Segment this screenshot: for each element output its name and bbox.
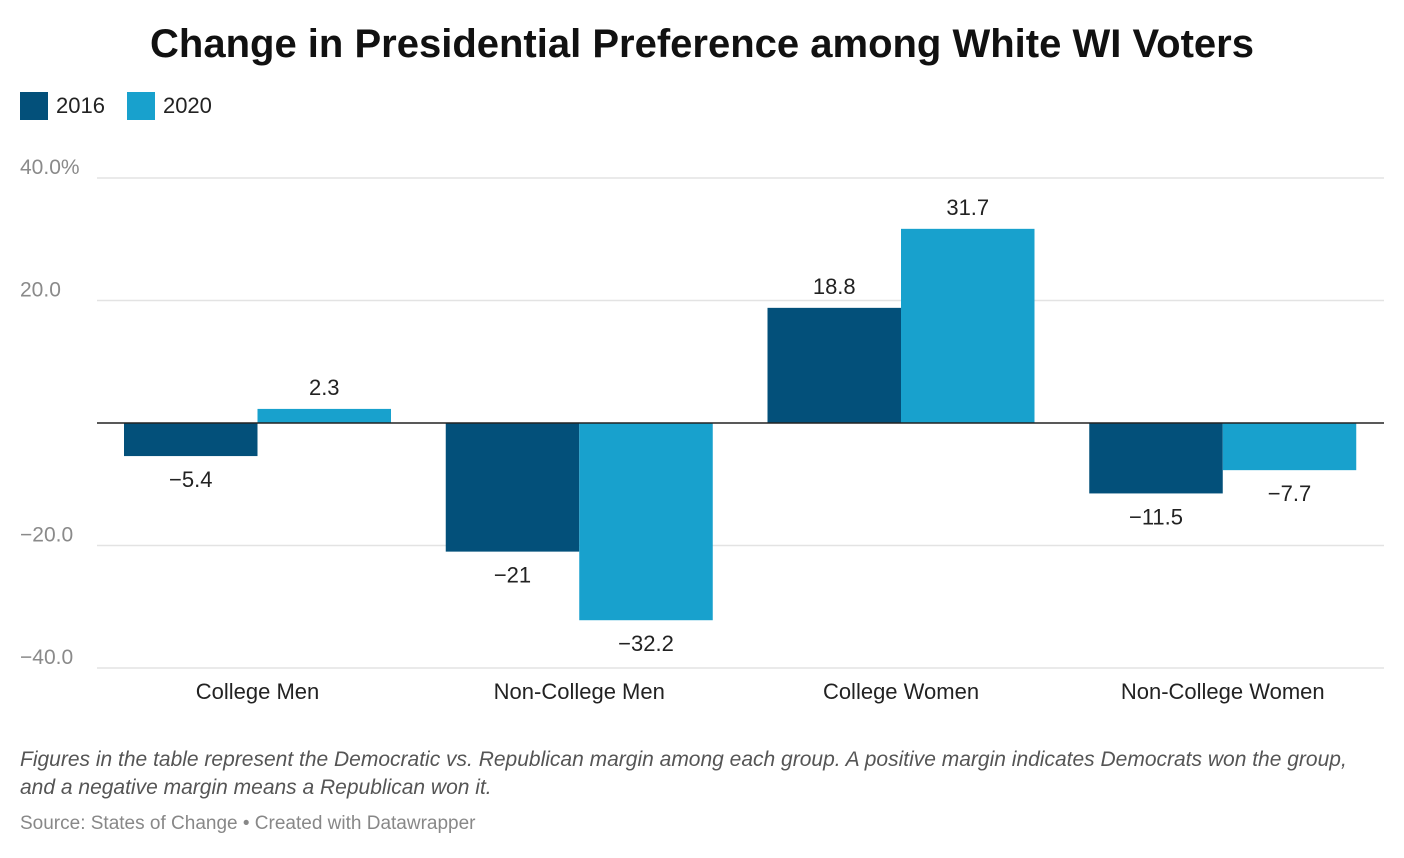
x-tick-label: Non-College Women: [1121, 679, 1325, 704]
legend-item-2016: 2016: [20, 92, 105, 120]
bar-2020: [1222, 423, 1357, 471]
chart-source: Source: States of Change • Created with …: [20, 813, 476, 834]
bar-2016: [445, 423, 580, 552]
legend: 2016 2020: [20, 92, 234, 120]
y-tick-label: −40.0: [20, 646, 73, 669]
data-label: −21: [494, 563, 531, 588]
x-tick-label: Non-College Men: [494, 679, 665, 704]
data-label: 31.7: [946, 195, 989, 220]
bar-2020: [901, 228, 1035, 423]
legend-item-2020: 2020: [126, 92, 212, 120]
legend-swatch-2020: [126, 92, 155, 120]
legend-label-2020: 2020: [162, 93, 212, 118]
data-label: −32.2: [618, 631, 674, 656]
bar-2016: [124, 423, 258, 457]
y-tick-label: −20.0: [20, 524, 73, 547]
bar-2020: [579, 423, 713, 621]
bar-2016: [1089, 423, 1223, 494]
chart-note: Figures in the table represent the Democ…: [20, 748, 1347, 799]
data-label: −5.4: [169, 467, 212, 492]
y-tick-label: 40.0%: [20, 156, 80, 179]
bar-chart: 40.0% 20.0 −20.0 −40.0 −5.4 2.3 College Men −21…: [20, 156, 1384, 704]
legend-label-2016: 2016: [56, 93, 105, 118]
data-label: 18.8: [813, 274, 856, 299]
bar-2016: [767, 307, 901, 423]
x-tick-label: College Women: [823, 679, 979, 704]
x-tick-label: College Men: [196, 679, 320, 704]
bar-2020: [257, 408, 391, 423]
chart-title: Change in Presidential Preference among …: [150, 22, 1254, 66]
data-label: 2.3: [309, 375, 340, 400]
data-label: −7.7: [1268, 481, 1311, 506]
y-tick-label: 20.0: [20, 279, 61, 302]
legend-swatch-2016: [20, 92, 48, 120]
data-label: −11.5: [1129, 504, 1183, 529]
